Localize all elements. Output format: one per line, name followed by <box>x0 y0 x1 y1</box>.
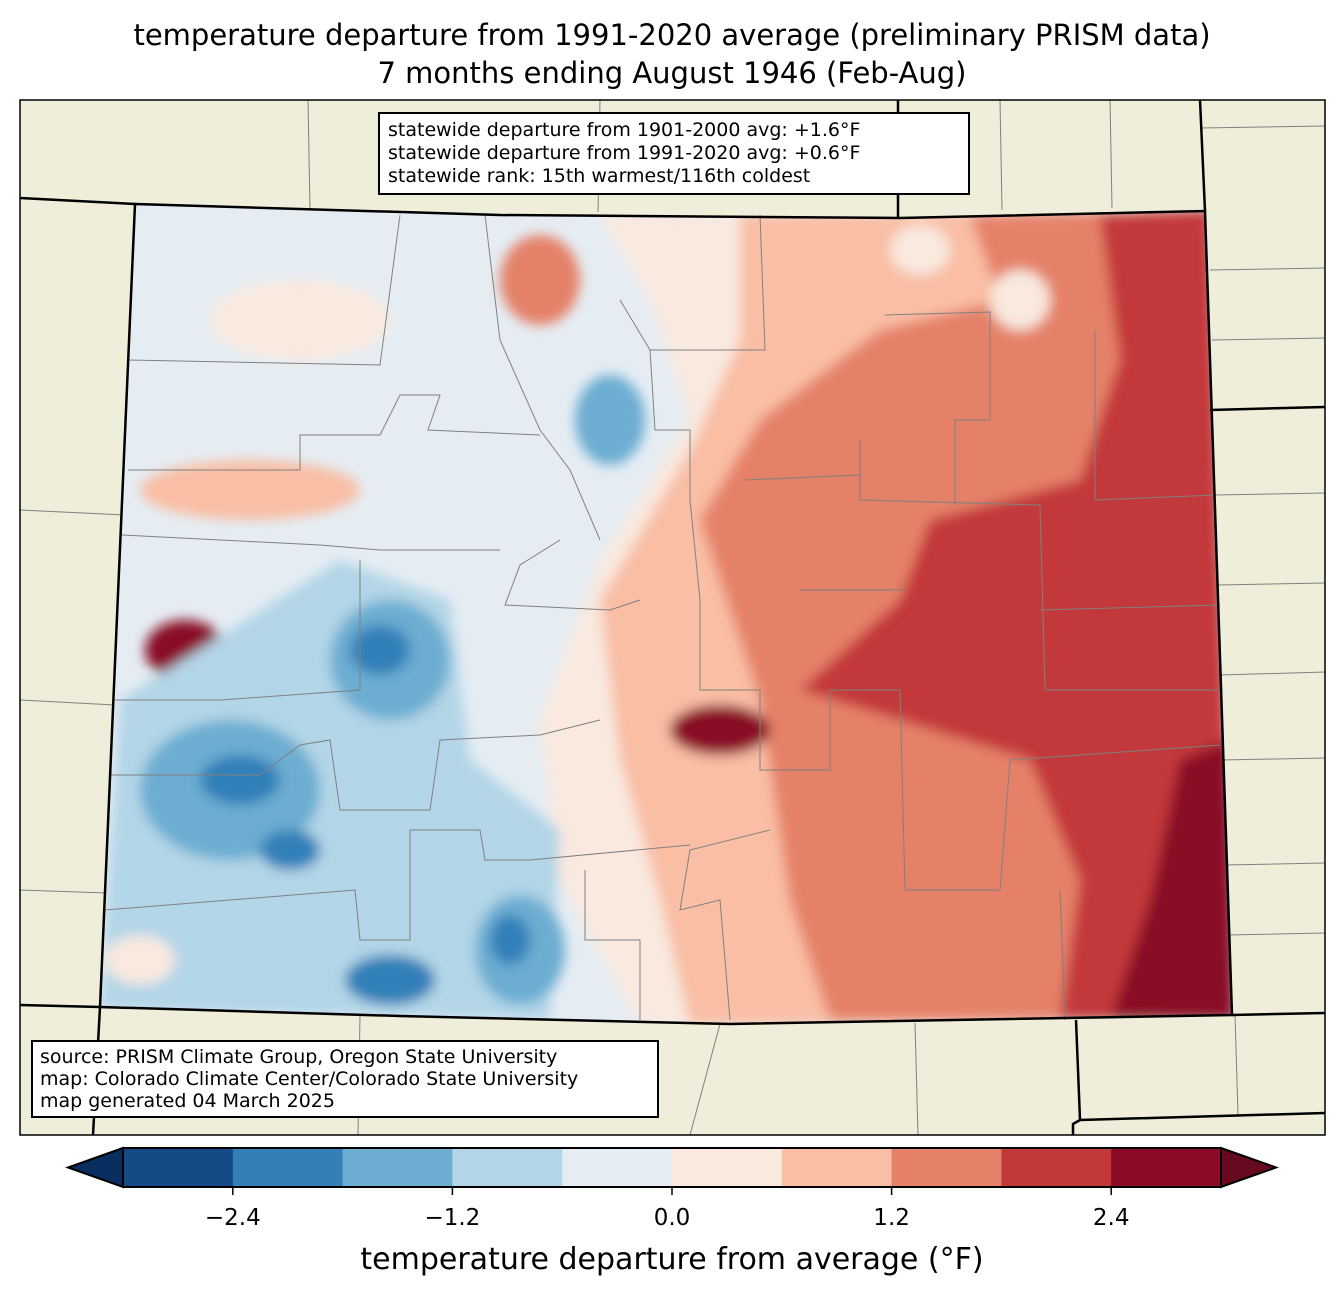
map-subtitle: 7 months ending August 1946 (Feb-Aug) <box>377 56 967 90</box>
source-credit: source: PRISM Climate Group, Oregon Stat… <box>40 1046 558 1068</box>
colorbar-label: temperature departure from average (°F) <box>360 1242 984 1277</box>
colorbar-bin <box>1001 1148 1112 1187</box>
colorbar-bin <box>232 1148 344 1187</box>
colorbar-bin <box>1111 1148 1222 1187</box>
colorbar-bin <box>123 1148 234 1187</box>
region-hottest-southeast <box>1110 740 1232 1020</box>
colorbar-tick-label: −1.2 <box>424 1205 481 1231</box>
source-box: source: PRISM Climate Group, Oregon Stat… <box>31 1040 659 1118</box>
statewide-rank: statewide rank: 15th warmest/116th colde… <box>388 165 811 187</box>
colorbar-bin <box>452 1148 563 1187</box>
colorbar-under-arrow <box>65 1146 124 1189</box>
colorbar-bin <box>781 1148 893 1187</box>
colorbar-bin <box>342 1148 453 1187</box>
colorbar-tick-label: 0.0 <box>653 1205 691 1231</box>
statewide-info-box: statewide departure from 1901-2000 avg: … <box>378 112 970 195</box>
colorbar-bin <box>562 1148 673 1187</box>
map-frame <box>19 99 1326 1136</box>
colorbar-tick-label: −2.4 <box>204 1205 261 1231</box>
state-borders <box>19 99 1326 1136</box>
departure-1901-2000: statewide departure from 1901-2000 avg: … <box>388 119 861 141</box>
region-hot <box>800 210 1232 1020</box>
colorbar-over-arrow <box>1220 1146 1279 1189</box>
colorbar <box>65 1146 1279 1195</box>
colorbar-bin <box>891 1148 1002 1187</box>
departure-1991-2020: statewide departure from 1991-2020 avg: … <box>388 142 861 164</box>
map-credit: map: Colorado Climate Center/Colorado St… <box>40 1068 579 1090</box>
colorbar-tick-label: 2.4 <box>1092 1205 1130 1231</box>
temperature-field <box>100 204 1232 1024</box>
neighbor-county-lines <box>19 99 1326 1136</box>
colorbar-tick-label: 1.2 <box>873 1205 910 1231</box>
map-title: temperature departure from 1991-2020 ave… <box>133 18 1211 52</box>
county-lines <box>104 214 1221 1021</box>
generated-date: map generated 04 March 2025 <box>40 1090 335 1112</box>
colorbar-bin <box>672 1148 783 1187</box>
